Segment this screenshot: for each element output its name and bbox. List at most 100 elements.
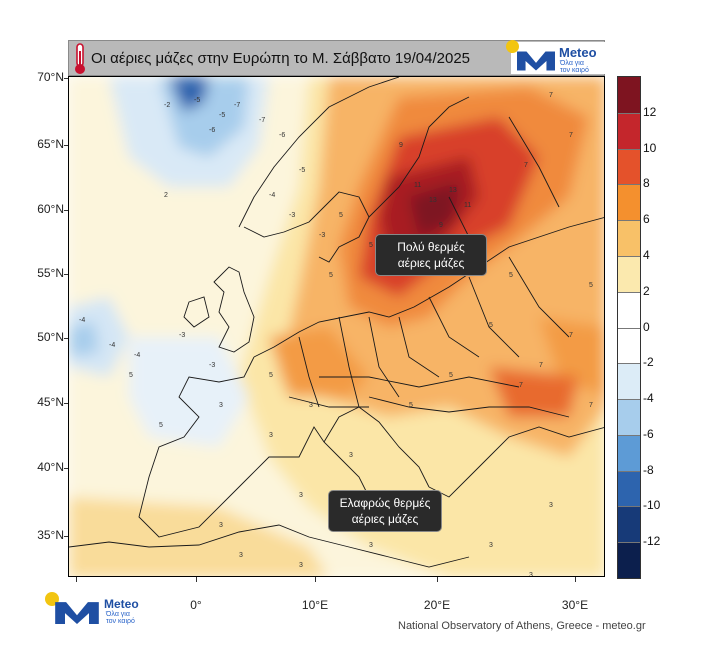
lon-tick [315,577,316,582]
anomaly-value-label: 7 [524,162,528,169]
footer-brand-tagline-1: Όλα για [106,611,130,618]
callout-very-warm-line1: Πολύ θερμές [397,240,465,254]
colorbar-segment [618,363,640,400]
anomaly-value-label: -5 [194,97,200,104]
lat-label-65: 65°N [37,137,64,151]
anomaly-value-label: -7 [234,102,240,109]
colorbar-label: 0 [643,319,650,334]
footer-brand-tagline-2: τον καιρό [106,618,135,625]
colorbar-segment [618,327,640,364]
lat-tick [64,210,68,211]
lon-tick [575,577,576,582]
brand-tagline-1: Όλα για [560,60,584,67]
anomaly-value-label: -5 [299,167,305,174]
callout-slightly-warm-line1: Ελαφρώς θερμές [339,496,431,510]
lat-tick [64,536,68,537]
colorbar-segment [618,112,640,150]
callout-slightly-warm-line2: αέριες μάζες [351,512,419,526]
map-title: Οι αέριες μάζες στην Ευρώπη το Μ. Σάββατ… [91,50,470,67]
colorbar-segment [618,291,640,328]
colorbar-label: 6 [643,212,650,227]
anomaly-value-label: 5 [409,402,413,409]
anomaly-value-label: 5 [589,282,593,289]
anomaly-value-label: 7 [549,92,553,99]
anomaly-value-label: 7 [539,362,543,369]
lat-tick [64,78,68,79]
colorbar-label: 10 [643,140,657,155]
lat-label-60: 60°N [37,202,64,216]
anomaly-value-label: 3 [219,522,223,529]
lon-label-10e: 10°E [301,598,329,612]
colorbar-segment [618,399,640,436]
anomaly-value-label: 9 [439,222,443,229]
anomaly-value-label: -6 [279,132,285,139]
anomaly-value-label: 7 [569,332,573,339]
anomaly-value-label: 3 [309,402,313,409]
anomaly-value-label: 7 [569,132,573,139]
anomaly-value-label: -3 [319,232,325,239]
footer-brand-logo[interactable]: Meteo Όλα για τον καιρό [45,592,155,628]
anomaly-value-label: 5 [369,242,373,249]
lon-label-0: 0° [190,598,202,612]
anomaly-value-label: -7 [259,117,265,124]
anomaly-value-label: 3 [239,552,243,559]
anomaly-value-label: -4 [134,352,140,359]
brand-tagline-2: τον καιρό [560,67,589,74]
anomaly-value-label: 11 [414,182,421,189]
anomaly-value-label: 7 [519,382,523,389]
anomaly-value-label: 3 [549,502,553,509]
meteo-logo-mark [517,51,555,71]
colorbar-segment [618,184,640,221]
colorbar-label: 12 [643,104,657,119]
callout-slightly-warm: Ελαφρώς θερμές αέριες μάζες [328,490,442,532]
lon-tick [76,577,77,582]
anomaly-value-label: 9 [399,142,403,149]
anomaly-value-label: 5 [489,322,493,329]
anomaly-value-label: 13 [429,197,437,204]
anomaly-value-label: 7 [589,402,593,409]
lat-tick [64,274,68,275]
lat-tick [64,468,68,469]
anomaly-value-label: -4 [269,192,275,199]
colorbar-label: 2 [643,283,650,298]
colorbar-label: -8 [643,462,654,477]
lon-label-30e: 30°E [561,598,589,612]
colorbar-segment [618,255,640,293]
anomaly-value-label: 3 [529,572,533,577]
anomaly-value-label: 5 [339,212,343,219]
colorbar-segment [618,434,640,472]
anomaly-value-label: 5 [509,272,513,279]
anomaly-value-label: 13 [449,187,457,194]
anomaly-value-labels: 7 7 7 9 9 11 11 13 13 5 5 5 5 3 3 3 3 3 3 -4 -4 -4 -3 -3 -5 -5 -6 -… [79,92,593,577]
colorbar [617,76,641,579]
colorbar-segment [618,470,640,507]
lon-tick [437,577,438,582]
anomaly-value-label: 3 [269,432,273,439]
colorbar-segment [618,148,640,185]
brand-logo[interactable]: Meteo Όλα για τον καιρό [506,40,605,74]
colorbar-label: -2 [643,355,654,370]
lon-tick [196,577,197,582]
thermometer-icon [75,43,85,74]
anomaly-value-label: -2 [164,102,170,109]
colorbar-segment [618,506,640,543]
anomaly-value-label: 5 [449,372,453,379]
anomaly-value-label: 5 [159,422,163,429]
lat-label-50: 50°N [37,330,64,344]
anomaly-value-label: 11 [464,202,471,209]
anomaly-value-label: 3 [299,492,303,499]
meteo-logo-mark [55,602,99,624]
footer-credit: National Observatory of Athens, Greece -… [398,620,646,632]
lat-label-45: 45°N [37,395,64,409]
lat-label-35: 35°N [37,528,64,542]
lon-label-20e: 20°E [423,598,451,612]
colorbar-label: -6 [643,426,654,441]
anomaly-value-label: -5 [219,112,225,119]
colorbar-segment [618,542,640,579]
colorbar-label: -4 [643,391,654,406]
colorbar-label: 8 [643,176,650,191]
lat-label-70: 70°N [37,70,64,84]
anomaly-value-label: -4 [79,317,85,324]
anomaly-value-label: 5 [269,372,273,379]
coastlines [69,77,604,568]
